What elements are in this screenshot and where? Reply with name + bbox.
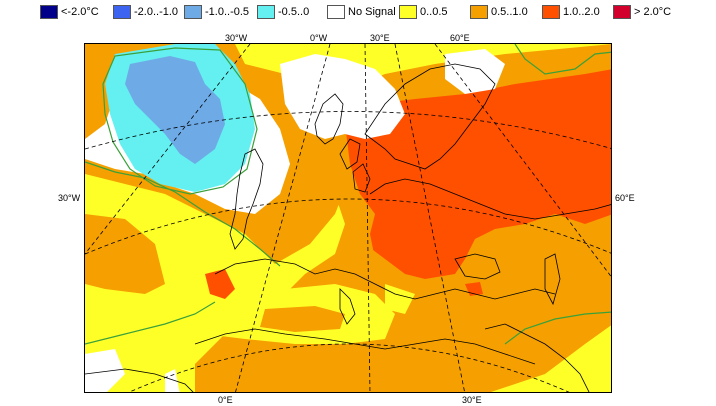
legend-swatch: [40, 5, 58, 19]
coastline-europe-north: [369, 178, 611, 220]
legend-item-minus-0-5-to-0: -0.5..0: [257, 3, 309, 21]
parallel-south: [128, 343, 570, 392]
coastline-greenland-east: [229, 148, 264, 250]
legend-swatch: [184, 5, 202, 19]
coastline-scandinavia: [364, 63, 496, 170]
legend-swatch: [327, 5, 345, 19]
field-weak-balkans: [385, 284, 415, 314]
field-strong-iberia: [205, 269, 235, 299]
field-no-signal-south: [165, 369, 180, 392]
legend-item-1-to-2: 1.0..2.0: [542, 3, 600, 21]
meridian-0: [235, 44, 331, 392]
lon-label-30w-top: 30°W: [225, 33, 248, 43]
contour-south-atlantic: [85, 301, 216, 345]
contour-atlantic: [85, 161, 281, 267]
coastline-black-sea: [454, 253, 501, 280]
field-strong-eastern-europe: [345, 69, 611, 279]
legend-label: 0..0.5: [420, 6, 448, 18]
contour-middle-east: [504, 311, 611, 345]
lat-label-60e-right: 60°E: [615, 193, 635, 203]
coastline-west-africa: [85, 368, 194, 392]
legend-label: -2.0..-1.0: [134, 6, 179, 18]
lon-label-0e-bottom: 0°E: [218, 395, 233, 405]
legend-item-0-5-to-1: 0.5..1.0: [470, 3, 528, 21]
legend-item-minus-2-to-minus-1: -2.0..-1.0: [113, 3, 178, 21]
parallel-mid: [85, 198, 611, 255]
meridian-60e: [434, 44, 611, 278]
coastline-north-africa: [194, 328, 536, 365]
coastline-mediterranean-north: [214, 258, 556, 300]
legend-item-below-minus-2: <-2.0°C: [40, 3, 99, 21]
field-negative-moderate: [125, 56, 225, 164]
legend-swatch: [470, 5, 488, 19]
field-no-signal-sw: [85, 349, 125, 392]
legend-item-0-to-0-5: 0..0.5: [399, 3, 448, 21]
legend-swatch: [113, 5, 131, 19]
lon-label-60e-top: 60°E: [450, 33, 470, 43]
coastline-red-sea: [484, 323, 590, 392]
legend-label: -0.5..0: [278, 6, 310, 18]
legend-label: <-2.0°C: [61, 6, 99, 18]
legend-item-no-signal: No Signal: [327, 3, 396, 21]
parallel-north: [85, 111, 611, 150]
legend-item-above-2: > 2.0°C: [613, 3, 671, 21]
field-no-signal-scandinavia: [280, 54, 405, 139]
lon-label-30e-top: 30°E: [370, 33, 390, 43]
legend-label: > 2.0°C: [634, 6, 672, 18]
meridian-10e: [364, 44, 371, 392]
legend-swatch: [257, 5, 275, 19]
legend-swatch: [399, 5, 417, 19]
legend-swatch: [613, 5, 631, 19]
legend-label: No Signal: [348, 6, 396, 18]
coastline-italy: [339, 288, 356, 325]
contour-arctic: [514, 44, 611, 75]
field-moderate-north-africa: [260, 306, 345, 332]
legend-label: 0.5..1.0: [491, 6, 528, 18]
map-panel: [84, 43, 612, 393]
coastline-iceland: [314, 93, 344, 145]
anomaly-map: [85, 44, 611, 392]
coastline-caspian-sea: [544, 253, 561, 306]
lon-label-0w-top: 0°W: [310, 33, 328, 43]
field-moderate-west-lobe: [85, 214, 165, 294]
contour-negative-anomaly: [102, 47, 258, 195]
field-no-signal-arctic: [445, 49, 505, 94]
lat-label-30w-left: 30°W: [58, 193, 81, 203]
legend-label: -1.0..-0.5: [205, 6, 250, 18]
meridian-30w: [85, 44, 251, 255]
legend-swatch: [542, 5, 560, 19]
legend: <-2.0°C -2.0..-1.0 -1.0..-0.5 -0.5..0 No…: [0, 3, 716, 23]
legend-item-minus-1-to-minus-0-5: -1.0..-0.5: [184, 3, 249, 21]
lon-label-30e-bottom: 30°E: [462, 395, 482, 405]
coastline-british-isles: [339, 138, 371, 193]
legend-label: 1.0..2.0: [563, 6, 600, 18]
graticule: [85, 44, 611, 392]
meridian-30e: [394, 44, 466, 392]
